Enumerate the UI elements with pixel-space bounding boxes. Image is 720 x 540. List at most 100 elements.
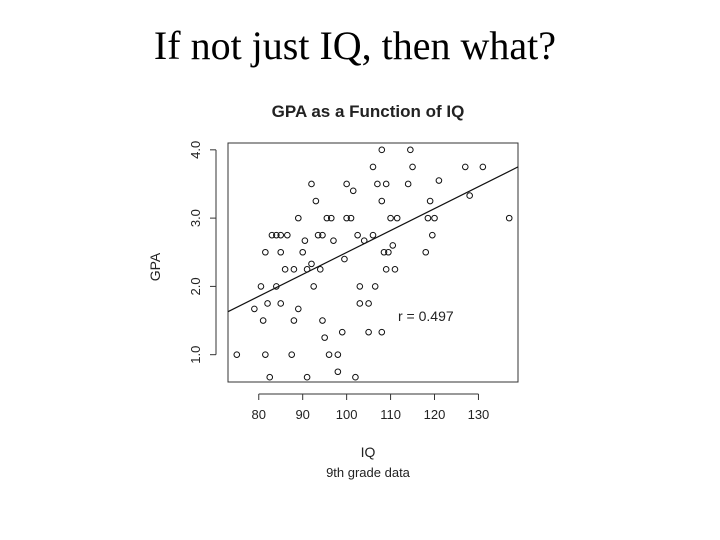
data-point xyxy=(277,231,285,239)
data-point xyxy=(259,317,267,324)
data-point xyxy=(378,197,386,205)
data-points xyxy=(233,146,513,381)
x-tick-label: 100 xyxy=(336,407,358,422)
data-point xyxy=(393,214,401,222)
slide-title: If not just IQ, then what? xyxy=(153,23,557,68)
regression-line xyxy=(227,166,519,313)
data-point xyxy=(251,305,258,313)
data-point xyxy=(338,328,346,336)
data-point xyxy=(479,163,487,171)
data-point xyxy=(327,214,335,222)
data-point xyxy=(273,283,280,290)
data-point xyxy=(435,177,443,184)
data-point xyxy=(349,187,357,195)
data-point xyxy=(422,248,430,256)
data-point xyxy=(330,237,337,244)
data-point xyxy=(295,305,302,313)
data-point xyxy=(290,266,298,273)
data-point xyxy=(369,231,377,239)
data-point xyxy=(378,146,386,154)
data-point xyxy=(365,328,372,336)
y-axis-label: GPA xyxy=(147,252,163,281)
data-point xyxy=(334,368,342,376)
data-point xyxy=(257,283,265,290)
data-point xyxy=(466,192,473,199)
data-point xyxy=(385,248,392,256)
x-tick-label: 80 xyxy=(252,407,266,422)
data-point xyxy=(310,283,317,290)
chart-caption: 9th grade data xyxy=(326,465,411,480)
data-point xyxy=(387,214,394,222)
correlation-annotation: r = 0.497 xyxy=(398,308,454,324)
data-point xyxy=(312,197,320,205)
data-point xyxy=(273,231,280,239)
data-point xyxy=(264,300,271,307)
data-point xyxy=(341,255,348,263)
data-point xyxy=(299,248,306,256)
data-point xyxy=(308,260,315,268)
data-point xyxy=(268,231,276,239)
data-point xyxy=(378,328,386,336)
data-point xyxy=(262,351,269,358)
data-point xyxy=(343,214,350,222)
data-point xyxy=(352,373,359,381)
y-tick-label: 3.0 xyxy=(188,209,203,227)
y-tick-label: 2.0 xyxy=(188,277,203,295)
data-point xyxy=(356,283,364,290)
data-point xyxy=(374,180,381,188)
y-tick-label: 1.0 xyxy=(188,346,203,364)
data-point xyxy=(380,248,388,256)
data-point xyxy=(382,180,390,188)
data-point xyxy=(429,231,436,239)
data-point xyxy=(288,351,296,358)
data-point xyxy=(303,266,311,273)
plot-area-frame xyxy=(227,142,519,383)
data-point xyxy=(321,334,328,341)
data-point xyxy=(505,214,513,222)
data-point xyxy=(356,300,364,307)
x-axis-label: IQ xyxy=(361,444,376,460)
data-point xyxy=(319,231,326,239)
data-point xyxy=(284,231,291,239)
chart-title: GPA as a Function of IQ xyxy=(272,102,465,121)
data-point xyxy=(389,242,397,249)
data-point xyxy=(334,351,342,358)
data-point xyxy=(301,237,309,244)
data-point xyxy=(424,214,432,222)
data-point xyxy=(303,373,311,381)
data-point xyxy=(365,300,372,307)
data-point xyxy=(308,180,315,188)
x-tick-label: 130 xyxy=(468,407,490,422)
data-point xyxy=(266,373,274,381)
data-point xyxy=(426,197,434,205)
y-axis: 1.0 2.0 3.0 4.0 xyxy=(188,141,217,364)
data-point xyxy=(404,180,412,188)
data-point xyxy=(391,266,399,273)
data-point xyxy=(360,237,368,244)
data-point xyxy=(431,214,438,222)
data-point xyxy=(461,163,469,171)
data-point xyxy=(277,300,285,307)
data-point xyxy=(343,180,350,188)
data-point xyxy=(409,163,416,171)
data-point xyxy=(295,214,302,222)
data-point xyxy=(407,146,414,154)
x-tick-label: 120 xyxy=(424,407,446,422)
data-point xyxy=(354,231,361,239)
data-point xyxy=(369,163,377,171)
data-point xyxy=(316,266,324,273)
data-point xyxy=(347,214,355,222)
data-point xyxy=(319,317,326,324)
data-point xyxy=(325,351,333,358)
data-point xyxy=(233,351,241,358)
data-point xyxy=(277,248,285,256)
x-axis: 80 90 100 110 120 130 xyxy=(252,393,490,422)
data-point xyxy=(382,266,390,273)
data-point xyxy=(323,214,331,222)
data-point xyxy=(262,248,269,256)
data-point xyxy=(281,266,289,273)
data-point xyxy=(314,231,322,239)
x-tick-label: 110 xyxy=(380,407,401,422)
y-tick-label: 4.0 xyxy=(188,141,203,159)
